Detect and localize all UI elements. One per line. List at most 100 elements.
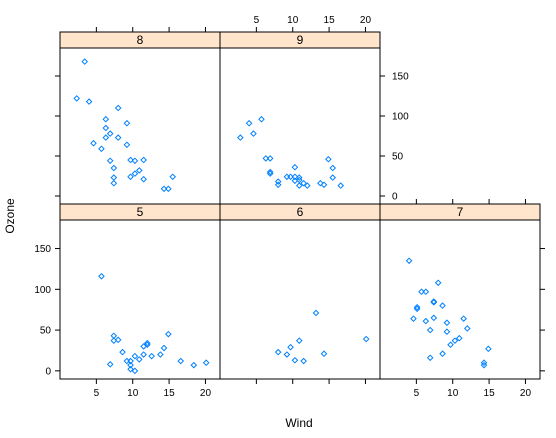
panel-frame-9 xyxy=(219,47,381,205)
data-point xyxy=(430,298,438,305)
data-point xyxy=(106,130,114,137)
data-point xyxy=(237,134,244,141)
data-point xyxy=(165,330,172,338)
data-point xyxy=(430,314,438,322)
panel-7: 7 xyxy=(379,203,541,380)
data-point xyxy=(245,119,253,127)
x-tick-label: 15 xyxy=(324,15,336,26)
data-point xyxy=(90,139,97,147)
data-point xyxy=(169,173,177,181)
data-point xyxy=(295,337,303,344)
data-point xyxy=(300,357,307,365)
data-point xyxy=(418,288,425,296)
data-point xyxy=(295,174,303,181)
data-point xyxy=(106,361,114,368)
y-tick-label: 150 xyxy=(392,72,409,83)
data-point xyxy=(135,167,143,174)
data-point xyxy=(140,351,147,358)
data-point xyxy=(110,179,118,187)
data-point xyxy=(447,341,454,349)
data-point xyxy=(430,299,438,306)
x-tick-label: 15 xyxy=(164,388,176,399)
data-point xyxy=(250,130,257,137)
data-point xyxy=(337,182,345,189)
data-point xyxy=(110,174,118,181)
x-tick-label: 10 xyxy=(287,15,299,26)
strip-label-7: 7 xyxy=(457,205,464,219)
data-point xyxy=(140,175,147,183)
data-point xyxy=(190,361,198,369)
data-point xyxy=(102,115,110,123)
y-tick-label: 150 xyxy=(34,244,51,255)
data-point xyxy=(485,345,492,353)
data-point xyxy=(119,348,126,356)
data-point xyxy=(434,279,442,287)
data-point xyxy=(127,156,134,164)
data-point xyxy=(480,361,488,369)
data-point xyxy=(202,359,210,366)
strip-label-8: 8 xyxy=(137,33,144,47)
data-point xyxy=(85,98,93,105)
data-point xyxy=(114,134,122,141)
data-point xyxy=(123,141,131,149)
data-point xyxy=(102,134,110,141)
y-tick-label: 0 xyxy=(45,366,51,377)
data-point xyxy=(291,163,299,171)
data-point xyxy=(329,174,337,181)
data-point xyxy=(451,337,459,344)
strip-label-9: 9 xyxy=(297,33,304,47)
data-point xyxy=(127,365,134,373)
panel-9: 9 xyxy=(219,31,381,205)
data-point xyxy=(98,272,105,280)
x-tick-label: 5 xyxy=(414,388,420,399)
data-point xyxy=(157,351,164,358)
data-point xyxy=(274,181,282,189)
data-point xyxy=(140,156,147,164)
panel-frame-7 xyxy=(379,219,541,380)
x-tick-label: 10 xyxy=(127,388,139,399)
data-point xyxy=(123,357,131,365)
x-tick-label: 20 xyxy=(520,388,532,399)
data-point xyxy=(439,350,446,358)
data-point xyxy=(405,257,413,265)
x-tick-label: 5 xyxy=(254,15,260,26)
data-point xyxy=(131,367,139,375)
data-point xyxy=(413,303,421,311)
data-point xyxy=(114,336,122,344)
data-point xyxy=(98,145,105,153)
strip-label-5: 5 xyxy=(137,205,144,219)
data-point xyxy=(160,344,168,352)
data-point xyxy=(443,319,451,327)
data-point xyxy=(295,182,303,189)
data-point xyxy=(455,334,463,342)
y-tick-label: 100 xyxy=(392,112,409,123)
data-point xyxy=(303,182,311,189)
data-point xyxy=(426,326,434,334)
x-axis-label: Wind xyxy=(285,416,312,430)
data-point xyxy=(73,95,81,102)
panel-frame-5 xyxy=(59,219,221,380)
data-point xyxy=(413,305,421,313)
x-tick-label: 15 xyxy=(484,388,496,399)
data-point xyxy=(102,124,110,132)
data-point xyxy=(160,185,168,193)
panel-5: 5 xyxy=(59,203,221,380)
data-point xyxy=(135,356,143,363)
panel-frame-6 xyxy=(219,219,381,380)
data-point xyxy=(291,173,299,181)
data-point xyxy=(110,332,118,340)
x-tick-label: 5 xyxy=(94,388,100,399)
data-point xyxy=(177,357,185,365)
data-point xyxy=(262,155,270,162)
x-tick-label: 20 xyxy=(200,388,212,399)
data-point xyxy=(300,179,307,187)
data-point xyxy=(410,315,417,322)
data-point xyxy=(274,348,282,356)
panel-frame-8 xyxy=(59,47,221,205)
strip-label-6: 6 xyxy=(297,205,304,219)
data-point xyxy=(463,325,471,332)
data-point xyxy=(266,155,274,162)
data-point xyxy=(123,119,131,127)
data-point xyxy=(258,115,265,123)
